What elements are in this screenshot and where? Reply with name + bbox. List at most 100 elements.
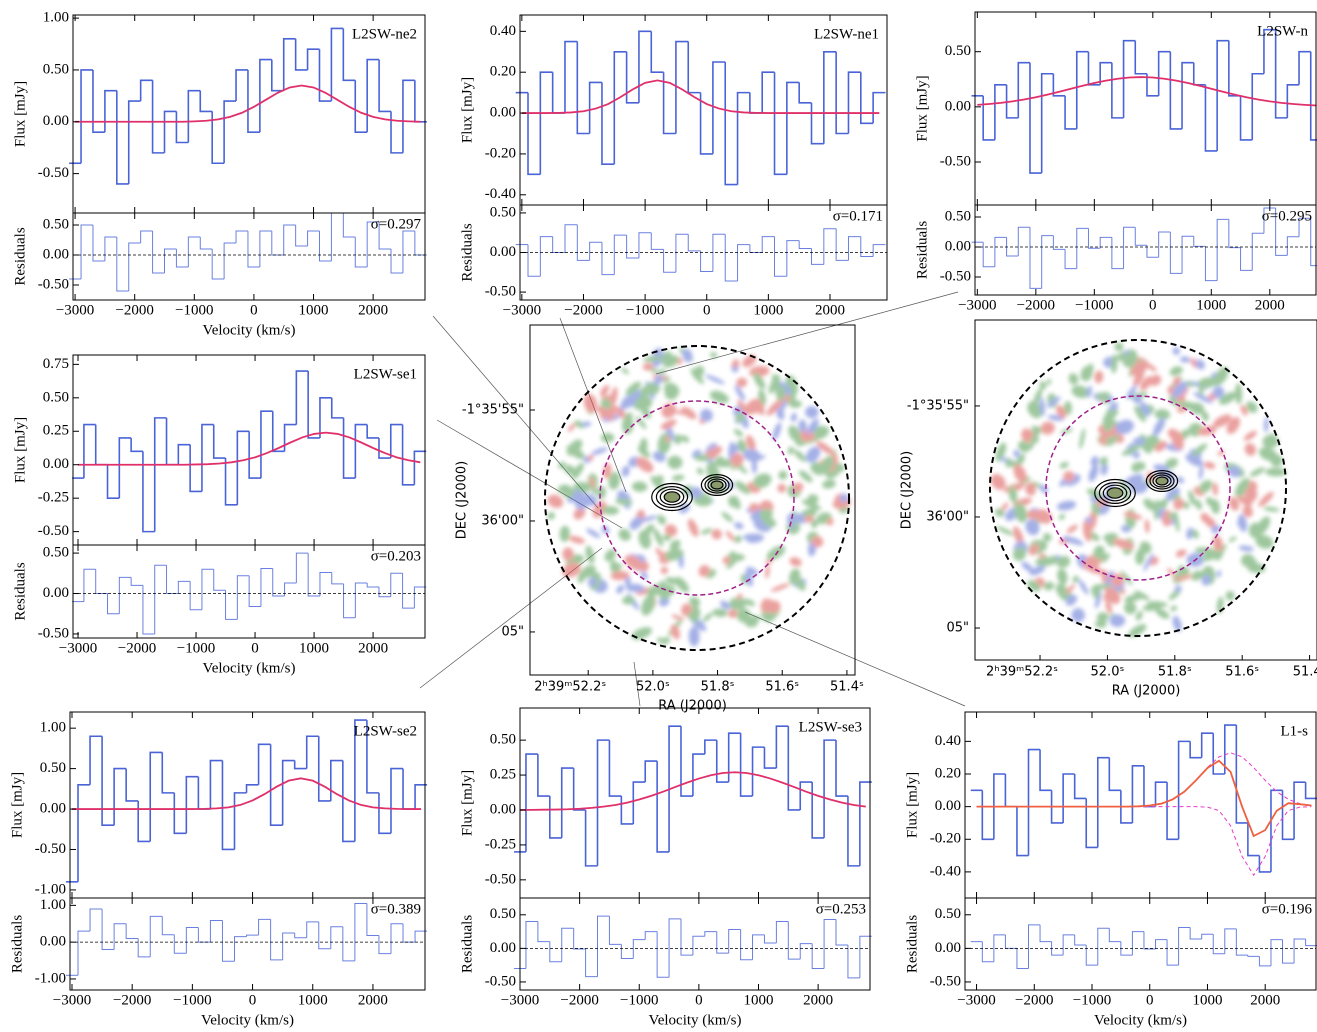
emission-blob [1101,397,1110,404]
emission-blob [810,462,826,476]
x-tick-label: 51.8ˢ [701,680,735,695]
emission-blob [1173,498,1184,510]
emission-blob [557,484,571,494]
flux-step [366,720,379,794]
flux-step [1062,773,1075,823]
flux-step [342,760,355,843]
flux-step [749,92,763,114]
flux-step [644,760,658,783]
emission-blob [1172,381,1188,398]
emission-blob [821,455,834,472]
residual-step [823,918,837,969]
residual-step [1134,227,1147,246]
residual-step [330,926,343,949]
residual-step [201,568,214,610]
flux-step [704,739,717,755]
emission-blob [1144,519,1150,534]
sigma-label: σ=0.389 [371,901,421,917]
x-tick-label: 51.4ˢ [830,680,864,695]
flux-step [1111,62,1124,119]
flux-step [687,41,701,94]
residual-step [704,931,717,937]
flux-step [151,80,165,154]
residual-step [295,225,308,247]
flux-step [847,796,860,867]
residual-step [872,244,886,257]
emission-blob [596,486,607,500]
emission-blob [688,626,700,647]
emission-blob [664,524,678,537]
y-tick-label: 0.00 [43,456,69,472]
residual-step [847,236,861,261]
emission-blob [1027,401,1043,419]
x-axis-label: RA (J2000) [658,699,727,714]
emission-blob [772,422,782,441]
emission-blob [1161,498,1168,510]
emission-blob [1001,502,1009,511]
emission-blob [1093,545,1105,560]
flux-frame [974,11,1317,206]
residual-step [378,935,391,955]
y-tick-label: 0.40 [935,733,961,749]
x-tick-label: 2000 [815,302,845,318]
emission-blob [766,545,786,561]
residual-step [749,244,763,253]
emission-blob [1228,497,1240,511]
residual-step [1143,931,1156,950]
residual-step [1155,939,1168,950]
y-axis-label: Residuals [459,915,475,973]
emission-blob [1170,605,1178,612]
flux-step [248,431,261,479]
residual-step [248,575,261,607]
emission-blob [1060,428,1073,435]
emission-blob [1034,509,1053,524]
emission-blob [1105,600,1112,614]
flux-step [1166,782,1179,841]
residual-step [597,915,610,977]
x-tick-label: 1000 [1196,297,1226,313]
emission-blob [1121,444,1142,456]
y-tick-label: 0.20 [935,765,961,781]
emission-blob [1174,574,1193,581]
emission-blob [1190,570,1204,581]
y-tick-label: -1.00 [35,881,66,897]
residual-step [116,237,129,292]
emission-blob [696,467,704,475]
flux-step [981,790,994,841]
y-tick-label: 0.00 [945,98,971,114]
residual-step [177,580,191,594]
flux-step [835,51,849,135]
residual-step [539,236,553,277]
emission-blob [996,526,1014,536]
emission-blob [581,421,592,427]
flux-step [823,50,837,144]
residual-step [223,242,237,279]
flux-step [1146,73,1159,97]
emission-blob [1042,533,1052,542]
flux-step [994,83,1007,140]
source-fill [711,481,723,489]
emission-blob [807,418,819,435]
emission-blob [591,447,608,455]
emission-blob [834,463,845,472]
x-tick-label: 0 [1149,297,1157,313]
residual-frame [72,212,426,301]
residual-step [128,242,141,291]
residual-step [1204,246,1218,282]
y-tick-label: -0.50 [38,523,69,539]
emission-blob [738,466,748,474]
emission-blob [1068,373,1079,385]
emission-blob [728,495,740,508]
emission-blob [657,514,667,525]
emission-blob [727,609,738,618]
flux-step [342,417,356,479]
emission-blob [638,440,647,451]
flux-step [872,91,886,124]
residual-step [1305,938,1317,947]
flux-step [810,102,824,145]
flux-step [712,61,726,154]
source-fill [1107,487,1123,499]
flux-frame [519,707,871,899]
residual-step [166,565,179,595]
emission-blob [798,419,807,433]
